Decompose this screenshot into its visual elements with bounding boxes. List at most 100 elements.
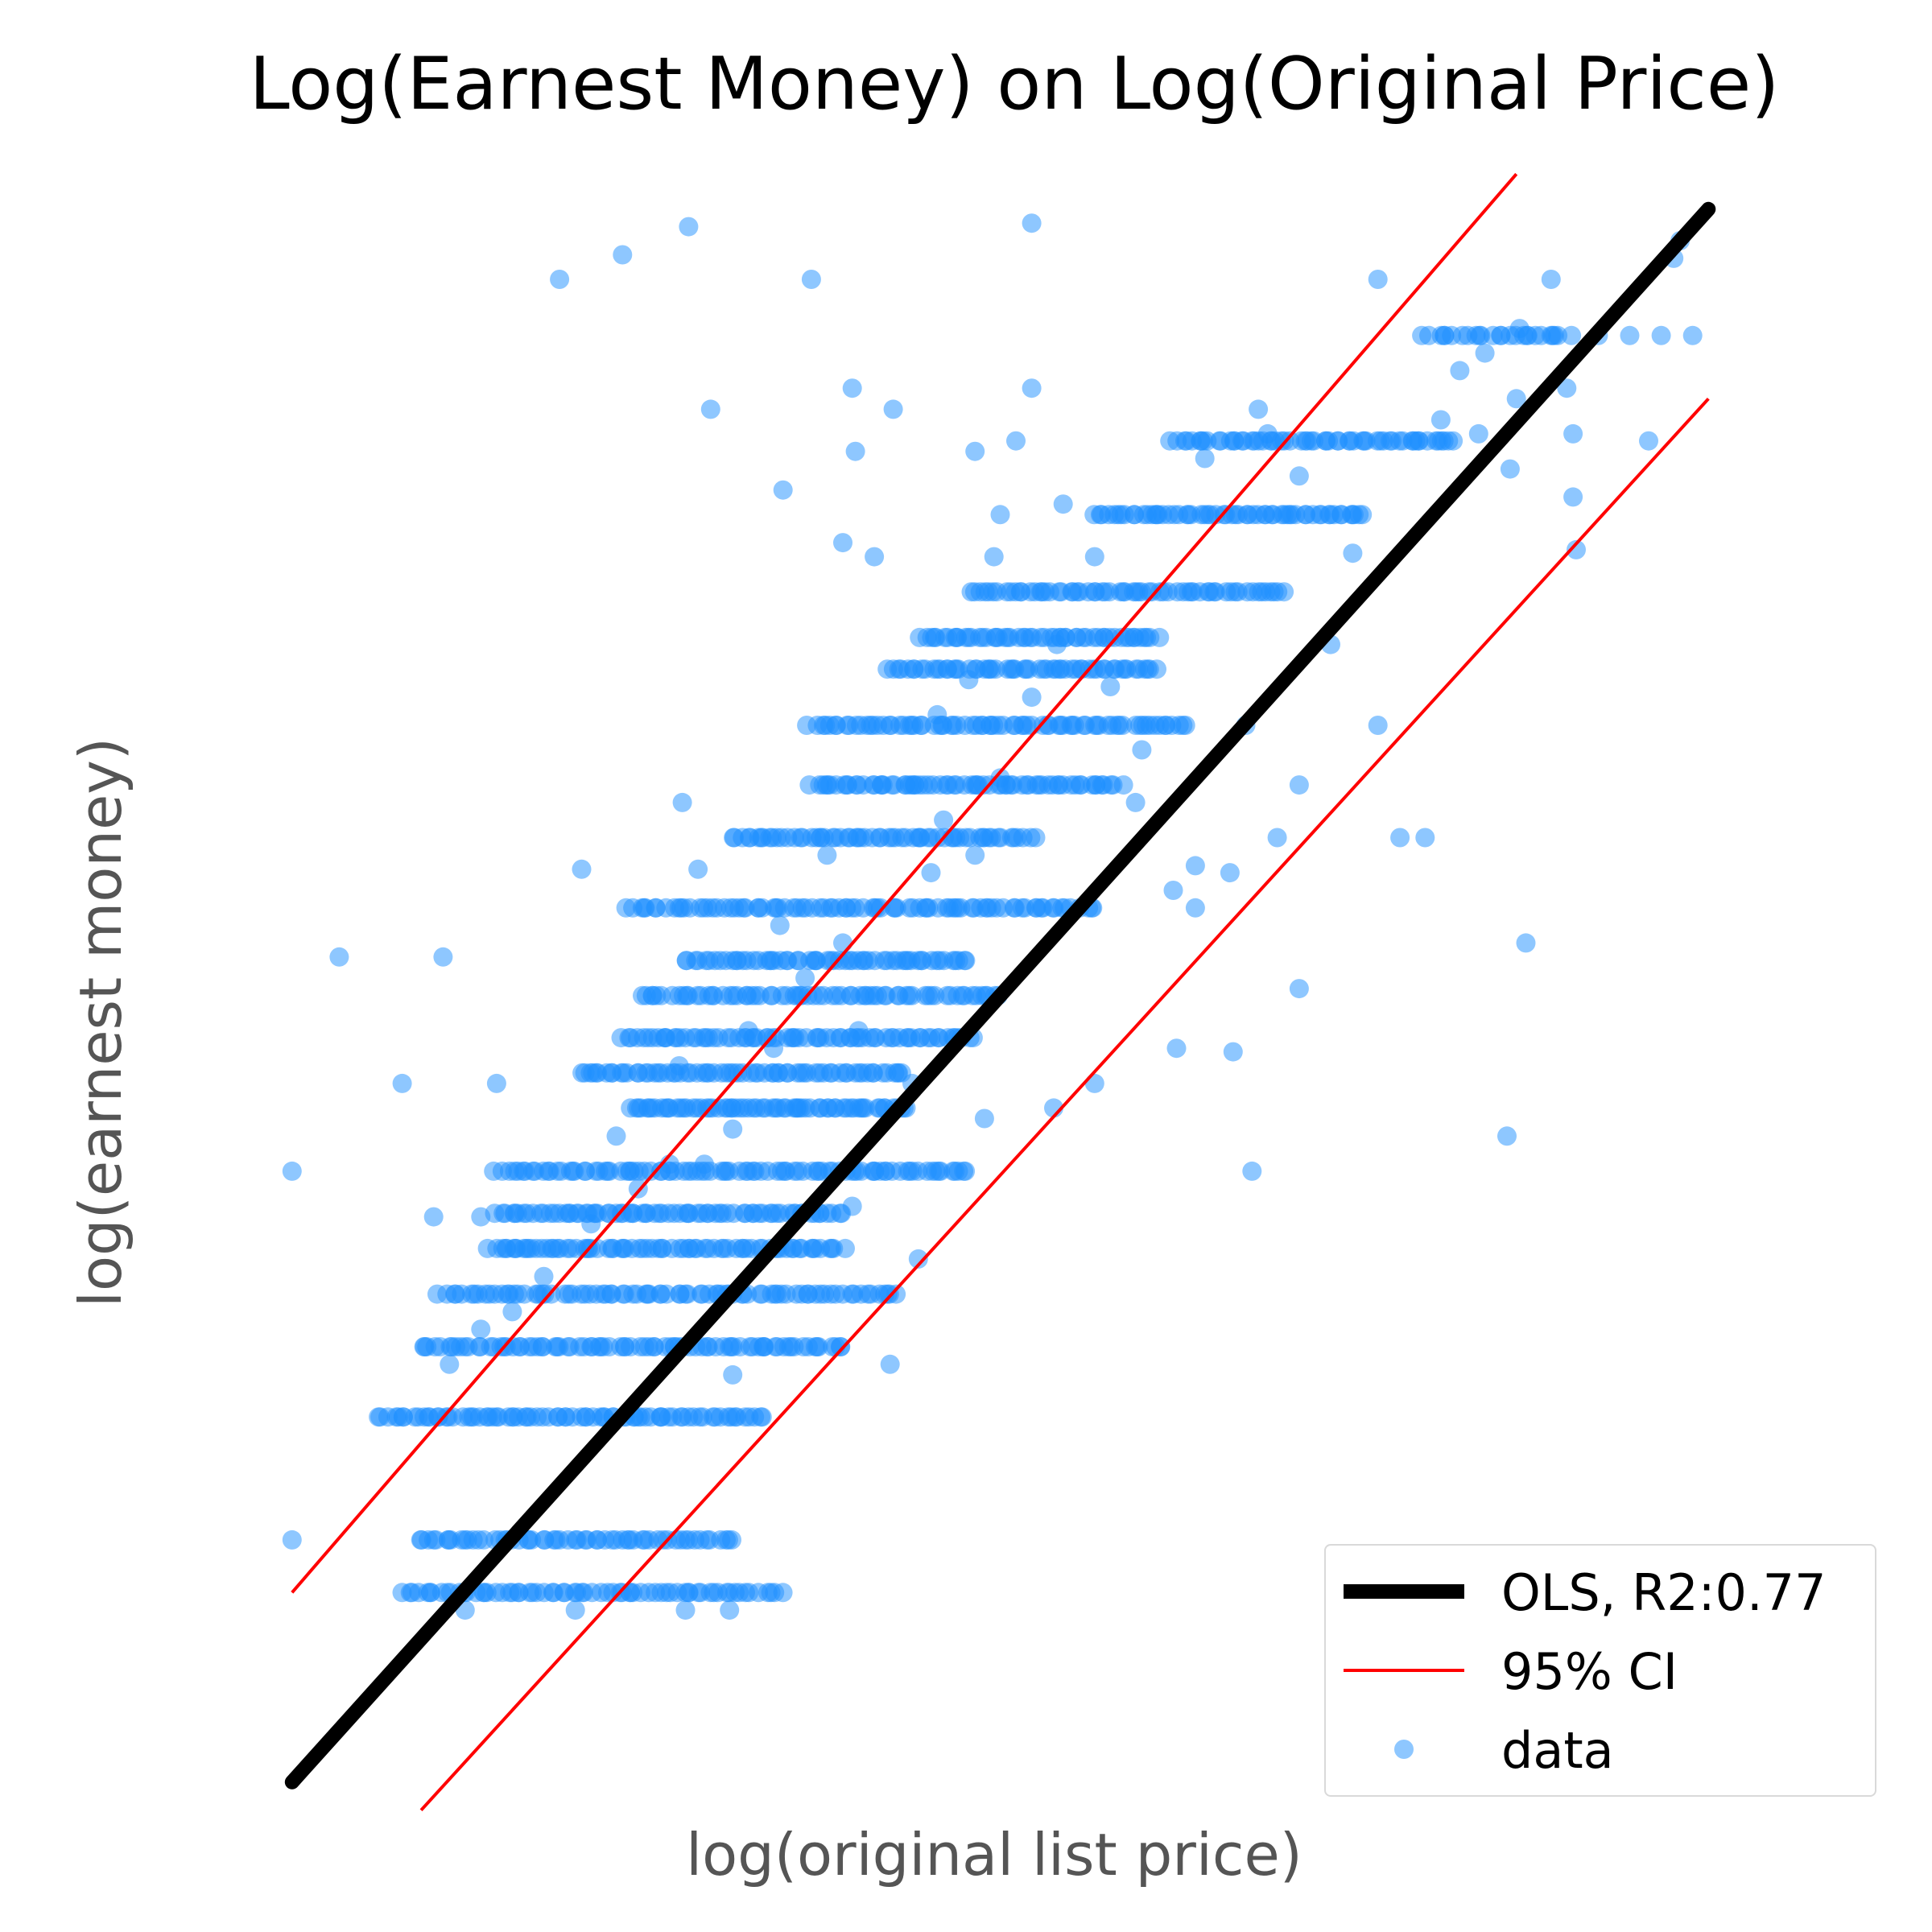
data-point — [955, 951, 975, 971]
data-point — [534, 1266, 554, 1286]
data-point — [1022, 378, 1042, 398]
data-point — [959, 670, 979, 690]
data-point — [1125, 792, 1146, 812]
data-point — [865, 547, 885, 567]
legend-item-data: data — [1326, 1713, 1875, 1785]
data-point — [773, 480, 793, 500]
data-point — [471, 1207, 491, 1227]
data-point — [1415, 828, 1435, 848]
data-point — [723, 1119, 743, 1139]
data-point — [1147, 659, 1166, 679]
data-point — [833, 933, 852, 953]
legend-item-ci: 95% CI — [1326, 1634, 1875, 1707]
data-point — [842, 378, 862, 398]
data-point — [1084, 1073, 1104, 1093]
data-point — [1500, 459, 1520, 479]
legend-item-ols: OLS, R2:0.77 — [1326, 1555, 1875, 1628]
data-point — [1368, 716, 1388, 735]
data-point — [1506, 389, 1526, 409]
x-axis-label: log(original list price) — [686, 1821, 1302, 1889]
data-point — [1113, 716, 1133, 735]
data-point — [1562, 325, 1582, 345]
data-point — [1430, 410, 1451, 430]
legend-data-label: data — [1501, 1721, 1614, 1780]
data-point — [700, 399, 720, 419]
data-point — [722, 1530, 741, 1550]
data-point — [572, 859, 592, 879]
y-axis-label: log(earnest money) — [67, 737, 134, 1307]
data-point — [1406, 431, 1426, 451]
data-point — [1289, 466, 1309, 486]
data-point — [1257, 423, 1278, 444]
legend-ols-swatch — [1344, 1584, 1464, 1599]
data-point — [1166, 1038, 1187, 1059]
data-point — [282, 1161, 302, 1181]
data-point — [502, 1302, 522, 1322]
data-point — [656, 1284, 676, 1304]
data-point — [550, 1238, 570, 1258]
data-point — [865, 985, 885, 1005]
data-point — [990, 505, 1010, 525]
data-point — [550, 270, 570, 289]
data-point — [606, 1126, 626, 1146]
data-point — [1185, 898, 1205, 918]
data-point — [392, 1073, 412, 1093]
data-point — [1620, 325, 1640, 345]
data-point — [773, 1583, 793, 1603]
data-point — [423, 1207, 444, 1227]
data-point — [1682, 325, 1703, 345]
ols-regression-line — [284, 201, 1716, 1790]
data-point — [1557, 378, 1577, 398]
data-point — [770, 915, 790, 935]
data-point — [1443, 431, 1463, 451]
data-point — [956, 1161, 976, 1181]
data-point — [1475, 343, 1495, 363]
data-point — [764, 1038, 783, 1059]
data-point — [1651, 325, 1671, 345]
data-point — [845, 441, 865, 461]
data-point — [695, 1154, 714, 1174]
data-point — [1006, 431, 1026, 451]
data-point — [896, 775, 916, 795]
data-point — [1516, 933, 1536, 953]
data-point — [1274, 582, 1294, 602]
data-point — [720, 1600, 740, 1620]
data-point — [613, 245, 633, 265]
legend-ols-label: OLS, R2:0.77 — [1501, 1563, 1827, 1622]
data-point — [984, 547, 1004, 567]
legend-ci-label: 95% CI — [1501, 1642, 1678, 1701]
data-point — [1567, 539, 1586, 559]
data-point — [927, 704, 947, 724]
data-point — [865, 1161, 885, 1181]
data-point — [679, 217, 699, 237]
data-point — [1175, 716, 1195, 735]
data-point — [1022, 687, 1042, 708]
data-point — [965, 845, 985, 865]
ci-upper-line — [291, 172, 1518, 1594]
data-point — [795, 968, 815, 988]
data-point — [677, 1284, 697, 1304]
data-point — [518, 1238, 538, 1258]
ci-lower-line — [419, 397, 1710, 1812]
data-point — [1352, 505, 1373, 525]
data-point — [1450, 361, 1470, 381]
data-point — [754, 1337, 774, 1356]
data-point — [1113, 775, 1133, 795]
data-point — [669, 1056, 689, 1075]
legend-ci-swatch — [1344, 1669, 1464, 1672]
data-point — [1084, 547, 1104, 567]
data-point — [723, 1364, 743, 1385]
data-point — [1541, 270, 1561, 289]
data-point — [902, 985, 922, 1005]
data-point — [908, 1249, 928, 1269]
data-point — [848, 1021, 869, 1041]
data-point — [1132, 740, 1152, 760]
data-point — [1469, 325, 1489, 345]
data-point — [965, 441, 985, 461]
data-point — [1267, 828, 1287, 848]
data-point — [565, 1600, 585, 1620]
data-point — [1497, 1126, 1517, 1146]
data-point — [486, 1073, 506, 1093]
data-point — [830, 1337, 850, 1356]
